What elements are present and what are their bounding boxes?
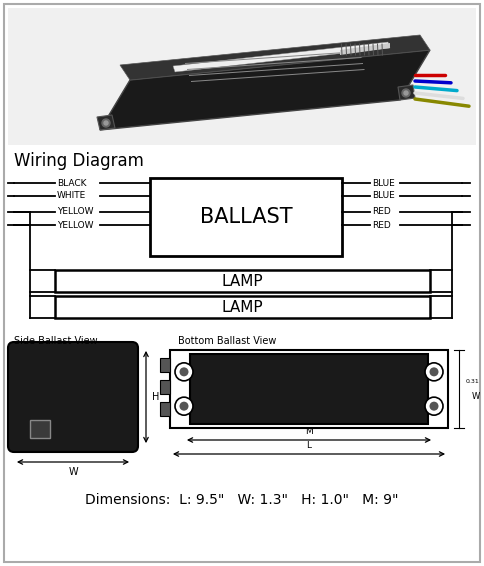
Circle shape: [180, 367, 188, 376]
Polygon shape: [97, 115, 115, 130]
Polygon shape: [120, 35, 430, 80]
Text: M: M: [305, 427, 313, 436]
Text: LAMP: LAMP: [222, 273, 263, 289]
Circle shape: [102, 119, 110, 127]
Bar: [160, 402, 170, 416]
Text: BLACK: BLACK: [57, 178, 87, 187]
Text: YELLOW: YELLOW: [57, 221, 93, 229]
Text: LAMP: LAMP: [222, 299, 263, 315]
Circle shape: [404, 91, 408, 95]
Bar: [170, 350, 448, 428]
Text: WHITE: WHITE: [57, 191, 86, 200]
Bar: [150, 178, 342, 256]
Circle shape: [175, 363, 193, 381]
Polygon shape: [185, 51, 360, 64]
Polygon shape: [187, 57, 362, 70]
Circle shape: [425, 397, 443, 415]
Text: RED: RED: [372, 221, 391, 229]
Circle shape: [425, 363, 443, 381]
Polygon shape: [189, 63, 363, 76]
Bar: [30, 420, 50, 438]
Text: BLUE: BLUE: [372, 191, 395, 200]
Polygon shape: [340, 43, 390, 55]
Text: Bottom Ballast View: Bottom Ballast View: [178, 336, 276, 346]
Text: W: W: [472, 392, 480, 401]
Text: YELLOW: YELLOW: [57, 208, 93, 217]
Polygon shape: [173, 42, 390, 72]
Polygon shape: [191, 69, 364, 82]
Text: Side Ballast View: Side Ballast View: [14, 336, 98, 346]
Text: BALLAST: BALLAST: [200, 207, 292, 227]
Circle shape: [180, 402, 188, 411]
FancyBboxPatch shape: [8, 342, 138, 452]
Circle shape: [175, 397, 193, 415]
Polygon shape: [100, 50, 430, 130]
Text: BLUE: BLUE: [372, 178, 395, 187]
Bar: [55, 270, 430, 292]
Text: 0.31: 0.31: [466, 379, 480, 384]
Text: Dimensions:  L: 9.5"   W: 1.3"   H: 1.0"   M: 9": Dimensions: L: 9.5" W: 1.3" H: 1.0" M: 9…: [85, 493, 399, 507]
Bar: [8, 8, 476, 145]
Text: H: H: [152, 392, 159, 402]
Polygon shape: [398, 85, 415, 100]
Text: Wiring Diagram: Wiring Diagram: [14, 152, 144, 170]
Bar: [160, 358, 170, 372]
Circle shape: [429, 402, 439, 411]
Circle shape: [104, 121, 108, 125]
Circle shape: [402, 89, 410, 97]
Circle shape: [429, 367, 439, 376]
Text: W: W: [68, 467, 78, 477]
Text: RED: RED: [372, 208, 391, 217]
Bar: [190, 354, 428, 424]
Bar: [160, 380, 170, 394]
Text: L: L: [306, 441, 312, 450]
Bar: [55, 296, 430, 318]
